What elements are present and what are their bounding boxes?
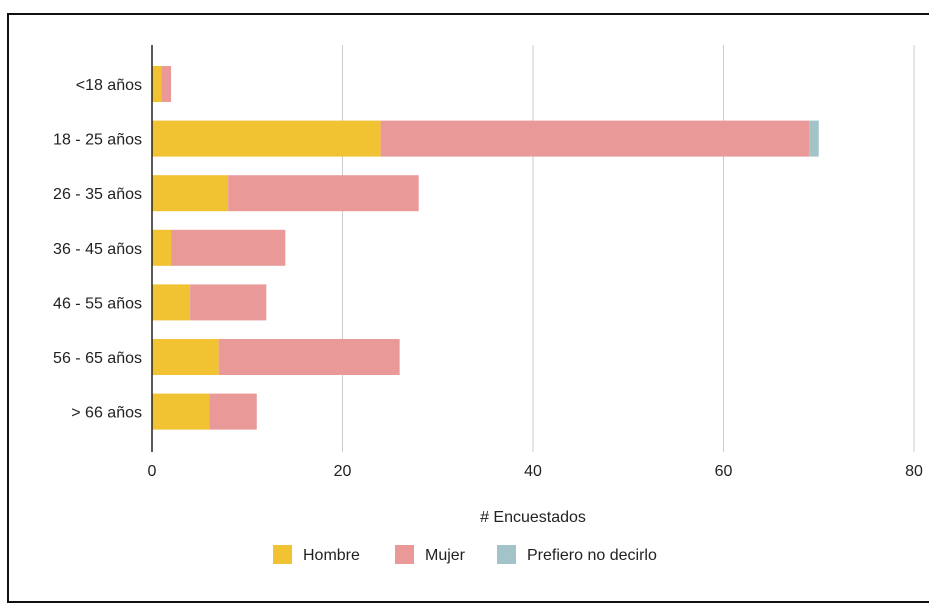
legend-label-2: Prefiero no decirlo: [527, 547, 657, 564]
x-tick-label-3: 60: [715, 463, 733, 480]
y-tick-label-3: 36 - 45 años: [53, 241, 142, 258]
x-tick-label-0: 0: [148, 463, 157, 480]
x-tick-labels: 0 20 40 60 80: [148, 463, 923, 480]
x-tick-label-1: 20: [334, 463, 352, 480]
legend-swatch-2: [497, 545, 516, 564]
bar-5-series-1: [218, 339, 400, 375]
y-tick-label-6: > 66 años: [71, 405, 142, 422]
gridlines: [342, 45, 915, 452]
bar-2-series-0: [152, 175, 229, 212]
bar-1-series-2: [809, 120, 819, 157]
bar-2-series-1: [228, 175, 419, 212]
stacked-bar-chart: <18 años 18 - 25 años 26 - 35 años 36 - 45 …: [53, 45, 923, 564]
bar-0-series-0: [152, 66, 162, 102]
bar-3-series-0: [152, 229, 172, 266]
bar-3-series-1: [171, 229, 286, 266]
y-tick-labels: <18 años 18 - 25 años 26 - 35 años 36 - 45 …: [53, 77, 142, 422]
legend: Hombre Mujer Prefiero no decirlo: [273, 545, 657, 564]
x-tick-label-2: 40: [524, 463, 542, 480]
bar-4-series-0: [152, 284, 191, 321]
bar-1-series-0: [152, 120, 381, 157]
y-tick-label-4: 46 - 55 años: [53, 295, 142, 312]
y-tick-label-1: 18 - 25 años: [53, 132, 142, 149]
legend-label-1: Mujer: [425, 547, 466, 564]
bar-4-series-1: [190, 284, 267, 321]
legend-label-0: Hombre: [303, 547, 360, 564]
bar-0-series-1: [161, 66, 172, 102]
bar-1-series-1: [380, 120, 810, 157]
bar-6-series-0: [152, 393, 210, 430]
y-tick-label-2: 26 - 35 años: [53, 186, 142, 203]
bar-5-series-0: [152, 339, 219, 375]
legend-swatch-0: [273, 545, 292, 564]
legend-swatch-1: [395, 545, 414, 564]
bars: [152, 66, 819, 430]
bar-6-series-1: [209, 393, 257, 430]
x-axis-title: # Encuestados: [480, 509, 586, 526]
x-tick-label-4: 80: [905, 463, 923, 480]
y-tick-label-5: 56 - 65 años: [53, 350, 142, 367]
y-tick-label-0: <18 años: [76, 77, 142, 94]
